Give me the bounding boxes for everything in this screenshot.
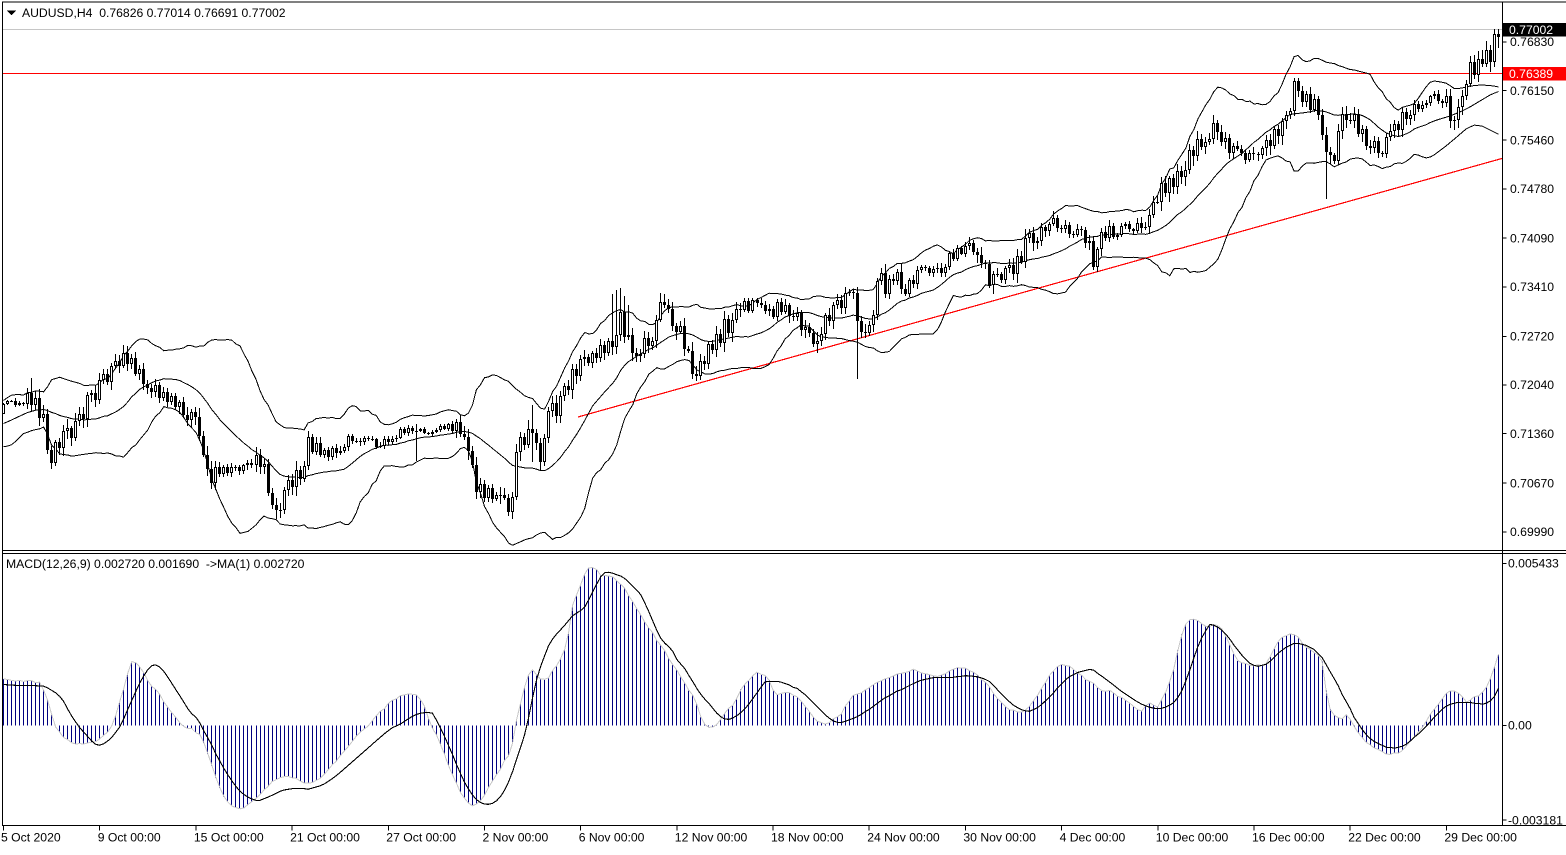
svg-text:9 Oct 00:00: 9 Oct 00:00 [98,831,161,845]
svg-text:10 Dec 00:00: 10 Dec 00:00 [1156,831,1229,845]
svg-text:MACD(12,26,9) 0.002720 0.00169: MACD(12,26,9) 0.002720 0.001690 ->MA(1) … [6,557,305,571]
svg-text:0.72040: 0.72040 [1510,378,1554,392]
svg-text:30 Nov 00:00: 30 Nov 00:00 [963,831,1036,845]
svg-text:16 Dec 00:00: 16 Dec 00:00 [1252,831,1325,845]
svg-text:0.00: 0.00 [1508,719,1532,733]
svg-text:22 Dec 00:00: 22 Dec 00:00 [1348,831,1421,845]
svg-text:0.69990: 0.69990 [1510,525,1554,539]
svg-text:0.75460: 0.75460 [1510,133,1554,147]
svg-text:12 Nov 00:00: 12 Nov 00:00 [675,831,748,845]
svg-text:6 Nov 00:00: 6 Nov 00:00 [579,831,645,845]
svg-text:AUDUSD,H4 0.76826 0.77014 0.7: AUDUSD,H4 0.76826 0.77014 0.76691 0.7700… [22,6,286,20]
svg-text:29 Dec 00:00: 29 Dec 00:00 [1444,831,1517,845]
svg-text:15 Oct 00:00: 15 Oct 00:00 [194,831,264,845]
svg-text:0.72720: 0.72720 [1510,330,1554,344]
svg-text:0.74780: 0.74780 [1510,182,1554,196]
svg-text:0.76830: 0.76830 [1510,35,1554,49]
svg-text:5 Oct 2020: 5 Oct 2020 [1,831,61,845]
svg-text:0.77002: 0.77002 [1509,23,1553,37]
svg-text:0.70670: 0.70670 [1510,476,1554,490]
svg-text:0.76389: 0.76389 [1509,67,1553,81]
svg-text:18 Nov 00:00: 18 Nov 00:00 [771,831,844,845]
svg-text:0.73410: 0.73410 [1510,280,1554,294]
svg-text:21 Oct 00:00: 21 Oct 00:00 [290,831,360,845]
svg-text:0.74090: 0.74090 [1510,231,1554,245]
svg-text:0.76150: 0.76150 [1510,84,1554,98]
svg-text:-0.003181: -0.003181 [1508,813,1563,827]
svg-text:24 Nov 00:00: 24 Nov 00:00 [867,831,940,845]
svg-text:27 Oct 00:00: 27 Oct 00:00 [386,831,456,845]
svg-text:0.71360: 0.71360 [1510,427,1554,441]
svg-text:0.005433: 0.005433 [1508,557,1559,571]
svg-text:4 Dec 00:00: 4 Dec 00:00 [1060,831,1126,845]
svg-text:2 Nov 00:00: 2 Nov 00:00 [483,831,549,845]
